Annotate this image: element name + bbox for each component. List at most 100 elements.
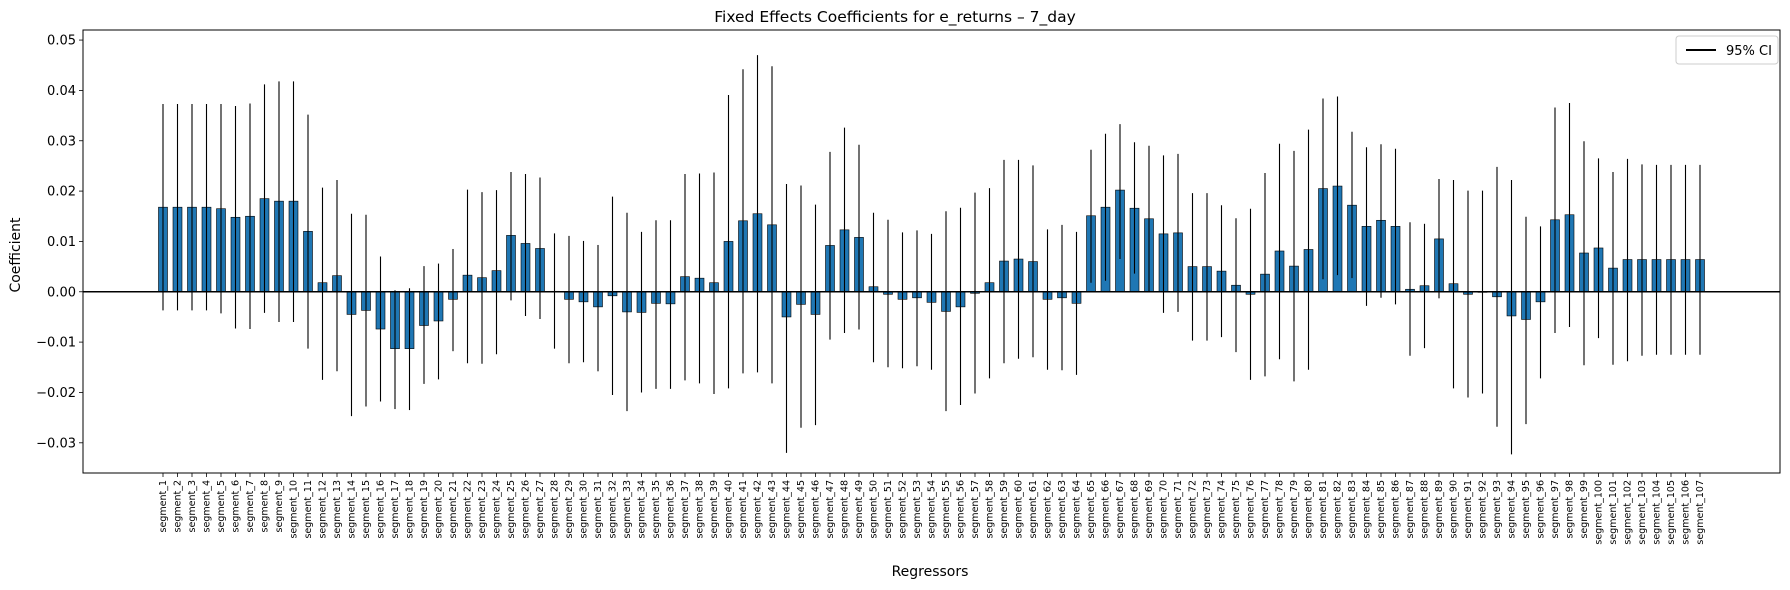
- x-tick-label: segment_105: [1666, 480, 1677, 545]
- x-tick-label: segment_103: [1637, 480, 1648, 545]
- x-tick-label: segment_21: [448, 480, 459, 539]
- x-tick-label: segment_30: [579, 480, 590, 539]
- x-tick-label: segment_107: [1695, 480, 1706, 545]
- x-tick-label: segment_57: [970, 480, 981, 539]
- x-tick-label: segment_80: [1304, 480, 1315, 539]
- x-tick-label: segment_22: [463, 480, 474, 539]
- x-tick-label: segment_89: [1434, 480, 1445, 539]
- x-tick-label: segment_68: [1130, 480, 1141, 539]
- y-tick-label: 0.00: [47, 285, 76, 300]
- x-tick-label: segment_98: [1565, 480, 1576, 539]
- x-tick-label: segment_66: [1101, 480, 1112, 539]
- x-tick-label: segment_17: [390, 480, 401, 539]
- x-tick-label: segment_40: [724, 480, 735, 539]
- x-tick-label: segment_14: [347, 480, 358, 539]
- x-tick-label: segment_67: [1115, 480, 1126, 539]
- x-tick-label: segment_1: [158, 480, 169, 532]
- x-tick-label: segment_93: [1492, 480, 1503, 539]
- x-tick-label: segment_58: [985, 480, 996, 539]
- x-tick-label: segment_96: [1536, 480, 1547, 539]
- x-tick-label: segment_101: [1608, 480, 1619, 545]
- x-tick-label: segment_86: [1391, 480, 1402, 539]
- x-tick-label: segment_24: [492, 480, 503, 539]
- x-tick-label: segment_50: [869, 480, 880, 539]
- y-tick-label: 0.05: [47, 34, 76, 49]
- x-tick-label: segment_70: [1159, 480, 1170, 539]
- x-tick-label: segment_77: [1260, 480, 1271, 539]
- x-tick-label: segment_19: [419, 480, 430, 539]
- x-tick-label: segment_28: [550, 480, 561, 539]
- x-tick-label: segment_31: [593, 480, 604, 539]
- x-tick-label: segment_37: [680, 480, 691, 539]
- x-tick-label: segment_29: [564, 480, 575, 539]
- x-tick-label: segment_56: [956, 480, 967, 539]
- x-tick-label: segment_3: [187, 480, 198, 532]
- x-tick-label: segment_11: [303, 480, 314, 539]
- y-tick-label: 0.03: [47, 134, 76, 149]
- x-tick-label: segment_53: [912, 480, 923, 539]
- x-tick-label: segment_15: [361, 480, 372, 539]
- x-tick-label: segment_16: [376, 480, 387, 539]
- x-tick-label: segment_63: [1057, 480, 1068, 539]
- x-tick-label: segment_34: [637, 480, 648, 539]
- legend: 95% CI: [1675, 35, 1779, 65]
- y-tick-label: −0.02: [36, 386, 76, 401]
- x-tick-label: segment_92: [1478, 480, 1489, 539]
- chart-title: Fixed Effects Coefficients for e_returns…: [714, 8, 1076, 27]
- x-tick-label: segment_18: [405, 480, 416, 539]
- x-tick-label: segment_49: [854, 480, 865, 539]
- x-tick-label: segment_90: [1449, 480, 1460, 539]
- x-tick-label: segment_4: [202, 480, 213, 532]
- x-tick-label: segment_33: [622, 480, 633, 539]
- x-tick-label: segment_54: [927, 480, 938, 539]
- x-tick-label: segment_38: [695, 480, 706, 539]
- x-tick-label: segment_2: [173, 480, 184, 532]
- x-tick-label: segment_102: [1623, 480, 1634, 545]
- x-tick-label: segment_62: [1043, 480, 1054, 539]
- x-tick-label: segment_79: [1289, 480, 1300, 539]
- x-tick-label: segment_76: [1246, 480, 1257, 539]
- x-tick-label: segment_20: [434, 480, 445, 539]
- x-tick-label: segment_48: [840, 480, 851, 539]
- x-tick-label: segment_41: [738, 480, 749, 539]
- y-axis-label: Coefficient: [8, 217, 24, 293]
- x-tick-label: segment_69: [1144, 480, 1155, 539]
- y-tick-label: 0.02: [47, 185, 76, 200]
- y-tick-label: −0.03: [36, 436, 76, 451]
- x-tick-label: segment_95: [1521, 480, 1532, 539]
- x-tick-label: segment_42: [753, 480, 764, 539]
- x-tick-label: segment_46: [811, 480, 822, 539]
- x-tick-label: segment_51: [883, 480, 894, 539]
- x-axis: segment_1 segment_2 segment_3 segment_4 segm…: [158, 473, 1706, 545]
- x-tick-label: segment_39: [709, 480, 720, 539]
- x-tick-label: segment_91: [1463, 480, 1474, 539]
- x-tick-label: segment_99: [1579, 480, 1590, 539]
- y-axis: −0.03 −0.02 −0.01 0.00 0.01 0.02 0.03 0.04 0.05: [36, 34, 83, 451]
- x-tick-label: segment_55: [941, 480, 952, 539]
- x-tick-label: segment_104: [1652, 480, 1663, 545]
- x-tick-label: segment_26: [521, 480, 532, 539]
- y-tick-label: 0.04: [47, 84, 76, 99]
- x-tick-label: segment_9: [274, 480, 285, 532]
- x-tick-label: segment_71: [1173, 480, 1184, 539]
- x-tick-label: segment_64: [1072, 480, 1083, 539]
- x-tick-label: segment_36: [666, 480, 677, 539]
- x-tick-label: segment_59: [999, 480, 1010, 539]
- x-tick-label: segment_87: [1405, 480, 1416, 539]
- x-tick-label: segment_47: [825, 480, 836, 539]
- x-tick-label: segment_6: [231, 480, 242, 532]
- x-tick-label: segment_61: [1028, 480, 1039, 539]
- x-tick-label: segment_97: [1550, 480, 1561, 539]
- x-tick-label: segment_5: [216, 480, 227, 532]
- x-tick-label: segment_44: [782, 480, 793, 539]
- x-tick-label: segment_52: [898, 480, 909, 539]
- legend-box: [1675, 35, 1779, 65]
- x-tick-label: segment_81: [1318, 480, 1329, 539]
- x-tick-label: segment_32: [608, 480, 619, 539]
- x-tick-label: segment_43: [767, 480, 778, 539]
- x-tick-label: segment_45: [796, 480, 807, 539]
- x-tick-label: segment_7: [245, 480, 256, 532]
- x-tick-label: segment_75: [1231, 480, 1242, 539]
- x-tick-label: segment_13: [332, 480, 343, 539]
- x-tick-label: segment_94: [1507, 480, 1518, 539]
